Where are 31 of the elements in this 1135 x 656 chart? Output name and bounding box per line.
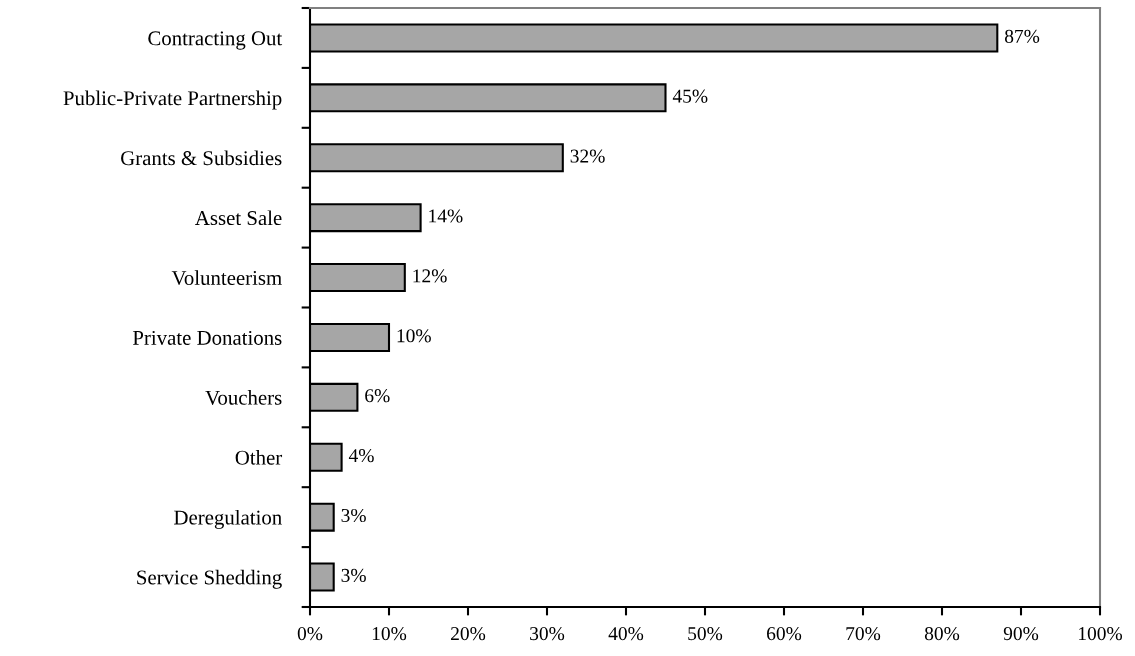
data-label: 4%	[348, 449, 374, 463]
x-tick-label: 80%	[924, 627, 960, 641]
y-tick-label: Public-Private Partnership	[63, 90, 282, 110]
x-tick-label: 30%	[530, 627, 565, 641]
x-tick-label: 60%	[767, 627, 802, 641]
data-label: 12%	[413, 269, 447, 283]
data-label: 87%	[1004, 29, 1040, 43]
x-tick-label: 90%	[1003, 627, 1039, 641]
x-tick-label: 50%	[688, 627, 723, 641]
y-tick-label: Service Shedding	[137, 569, 282, 589]
data-label: 10%	[397, 329, 431, 343]
data-label: 14%	[429, 209, 463, 223]
x-tick-label: 40%	[608, 627, 644, 641]
data-label: 45%	[672, 89, 708, 103]
y-tick-label: Deregulation	[174, 509, 282, 529]
y-tick-label: Contracting Out	[148, 31, 283, 50]
y-tick-label: Vouchers	[205, 390, 282, 405]
y-tick-label: Other	[235, 450, 283, 465]
data-label: 32%	[570, 149, 605, 163]
x-tick-label: 0%	[297, 627, 323, 641]
x-tick-label: 100%	[1079, 627, 1123, 641]
y-tick-label: Grants & Subsidies	[121, 150, 282, 166]
x-tick-label: 70%	[846, 627, 881, 641]
y-tick-label: Volunteerism	[171, 270, 282, 286]
y-tick-label: Asset Sale	[195, 210, 282, 226]
x-tick-label: 10%	[372, 627, 407, 641]
y-tick-label: Private Donations	[132, 330, 282, 345]
x-tick-label: 20%	[451, 627, 486, 641]
data-label: 6%	[365, 389, 390, 403]
data-label: 3%	[341, 508, 366, 523]
data-label: 3%	[341, 568, 366, 582]
